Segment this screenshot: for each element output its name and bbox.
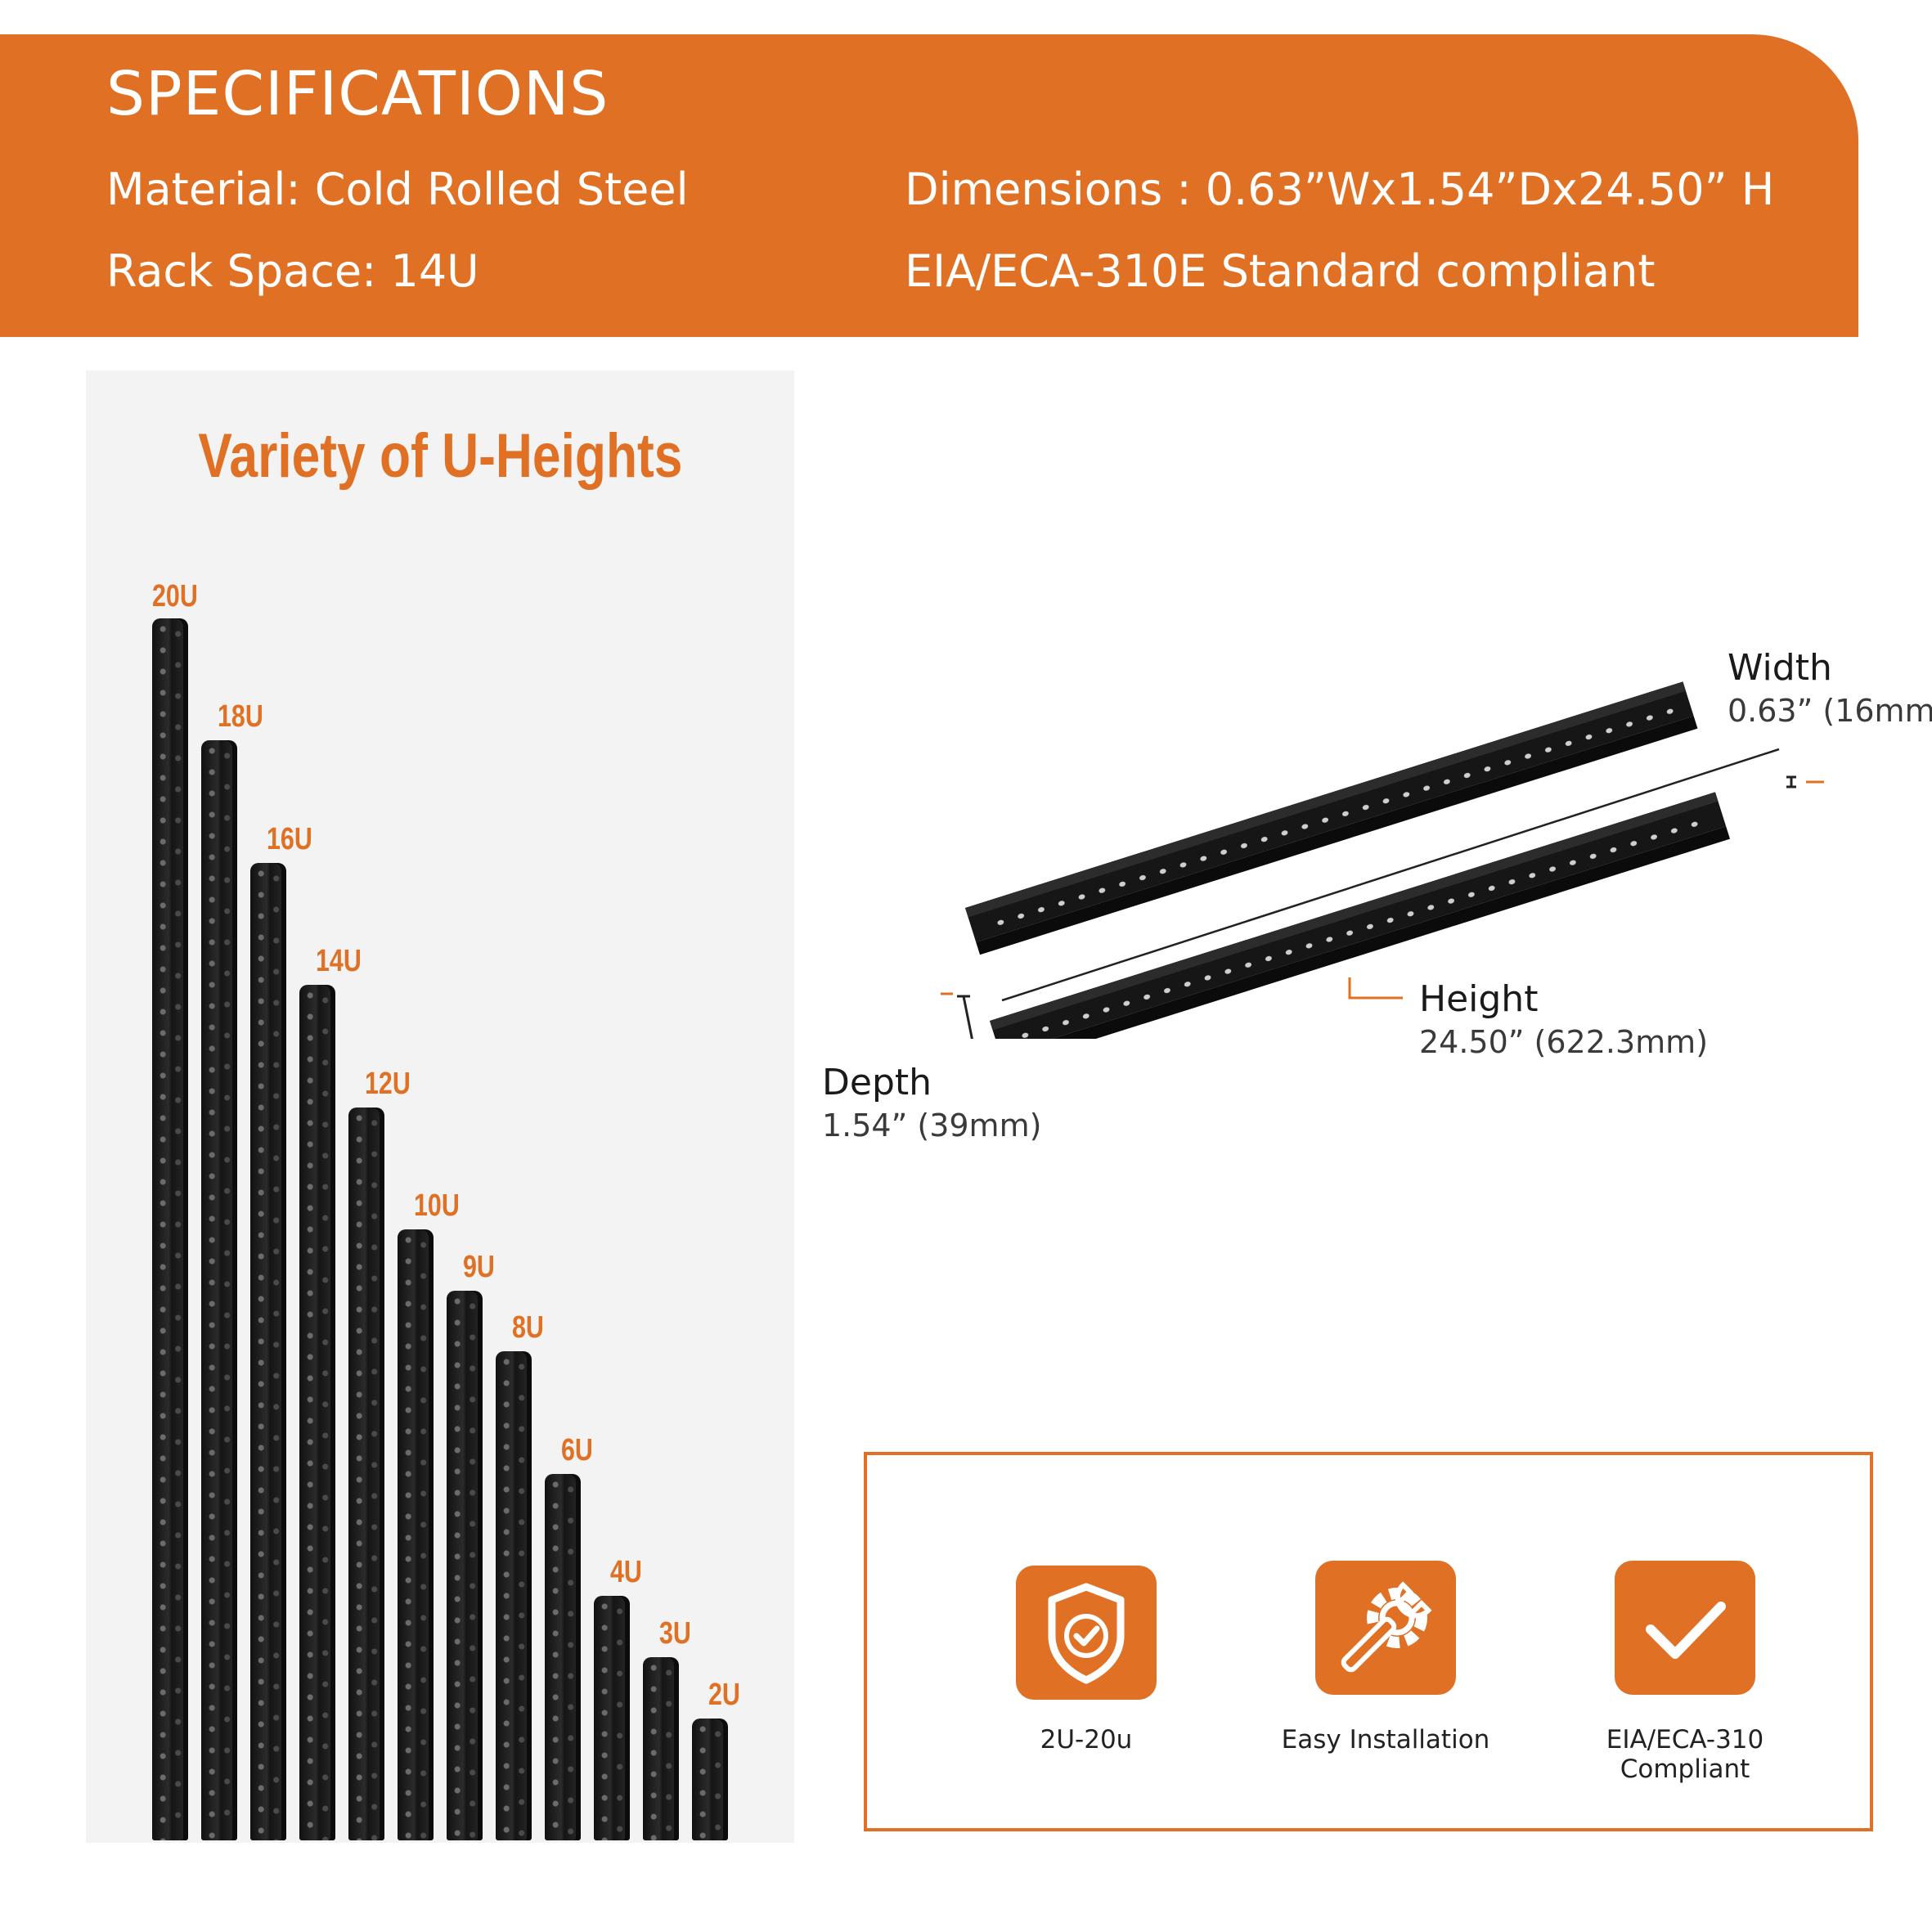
- rail-label-4u: 4U: [610, 1555, 642, 1589]
- rail-9u: [447, 1291, 483, 1840]
- rail-label-2u: 2U: [708, 1678, 740, 1712]
- u-heights-title: Variety of U-Heights: [198, 421, 683, 491]
- rail-label-8u: 8U: [512, 1310, 544, 1345]
- rail-6u: [545, 1474, 581, 1840]
- specifications-title: SPECIFICATIONS: [106, 59, 609, 129]
- spec-material: Material: Cold Rolled Steel: [106, 164, 689, 215]
- spec-standard: EIA/ECA-310E Standard compliant: [905, 245, 1656, 297]
- depth-value: 1.54” (39mm): [822, 1108, 1042, 1143]
- rail-label-14u: 14U: [316, 944, 362, 978]
- rail-label-20u: 20U: [152, 579, 198, 613]
- rail-2u: [692, 1719, 728, 1840]
- spec-dimensions: Dimensions : 0.63”Wx1.54”Dx24.50” H: [905, 164, 1775, 215]
- feature-label-u-range: 2U-20u: [1040, 1725, 1133, 1755]
- features-box: [864, 1452, 1873, 1831]
- rail-4u: [594, 1596, 630, 1840]
- rail-16u: [250, 863, 286, 1840]
- rail-8u: [496, 1351, 532, 1840]
- rail-3u: [643, 1657, 679, 1840]
- height-title: Height: [1419, 978, 1539, 1020]
- rail-14u: [299, 985, 335, 1840]
- depth-title: Depth: [822, 1062, 932, 1103]
- rail-label-16u: 16U: [267, 822, 312, 856]
- spec-rack-space: Rack Space: 14U: [106, 245, 479, 297]
- rail-front: [990, 792, 1730, 1039]
- checkmark-icon: [1615, 1561, 1755, 1695]
- feature-label-text: EIA/ECA-310 Compliant: [1606, 1725, 1764, 1784]
- rail-label-6u: 6U: [561, 1433, 593, 1467]
- rail-label-10u: 10U: [414, 1188, 460, 1223]
- feature-label-easy-installation: Easy Installation: [1281, 1725, 1490, 1755]
- wrench-gear-icon: [1315, 1561, 1456, 1695]
- rail-label-9u: 9U: [463, 1250, 495, 1284]
- height-value: 24.50” (622.3mm): [1419, 1024, 1709, 1060]
- rail-18u: [201, 740, 237, 1840]
- width-value: 0.63” (16mm): [1728, 693, 1932, 729]
- width-title: Width: [1728, 647, 1832, 689]
- rail-label-12u: 12U: [365, 1067, 411, 1101]
- rail-back: [965, 681, 1698, 955]
- feature-label-eia-compliant: EIA/ECA-310 Compliant: [1538, 1725, 1832, 1784]
- rail-product-image: [941, 681, 1824, 1039]
- rail-label-18u: 18U: [218, 699, 263, 734]
- shield-check-icon: [1016, 1566, 1157, 1700]
- rail-10u: [398, 1229, 434, 1840]
- rail-20u: [152, 618, 188, 1840]
- rail-12u: [348, 1108, 384, 1840]
- specifications-banner: [0, 34, 1858, 337]
- rail-label-3u: 3U: [659, 1616, 691, 1651]
